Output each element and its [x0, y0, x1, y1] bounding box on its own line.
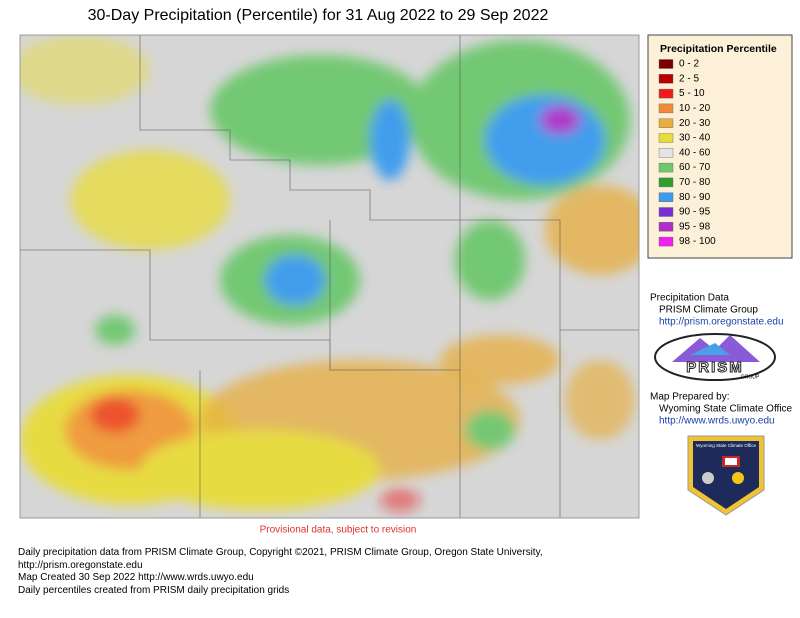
- legend-swatch: [658, 222, 674, 232]
- legend-swatch: [658, 207, 674, 217]
- legend-swatch: [658, 59, 674, 69]
- footer-line: Map Created 30 Sep 2022 http://www.wrds.…: [18, 572, 254, 583]
- logo-sub: GROUP: [741, 374, 760, 380]
- prism-logo: PRISM GROUP: [654, 333, 776, 381]
- legend-swatch: [658, 74, 674, 84]
- legend-label: 70 - 80: [679, 177, 711, 188]
- legend-swatch: [658, 192, 674, 202]
- legend-label: 95 - 98: [679, 221, 711, 232]
- legend-label: 0 - 2: [679, 59, 699, 70]
- legend-label: 10 - 20: [679, 103, 711, 114]
- legend-swatch: [658, 103, 674, 114]
- legend-swatch: [658, 118, 674, 128]
- legend-swatch: [658, 133, 674, 143]
- credit-source: PRISM Climate Group: [659, 305, 758, 316]
- prepared-label: Map Prepared by:: [650, 392, 730, 403]
- legend-label: 80 - 90: [679, 192, 711, 203]
- legend-swatch: [658, 162, 674, 173]
- legend-label: 2 - 5: [679, 73, 699, 84]
- credit-label: Precipitation Data: [650, 293, 729, 304]
- credit-url[interactable]: http://prism.oregonstate.edu: [659, 317, 784, 328]
- map-title: 30-Day Precipitation (Percentile) for 31…: [88, 7, 549, 24]
- legend-label: 20 - 30: [679, 118, 711, 129]
- legend-label: 30 - 40: [679, 133, 711, 144]
- logo-text: PRISM: [686, 359, 744, 376]
- footer-line: http://prism.oregonstate.edu: [18, 559, 143, 571]
- legend-label: 5 - 10: [679, 88, 705, 99]
- prepared-office: Wyoming State Climate Office: [659, 404, 793, 415]
- legend: Precipitation Percentile 0 - 2 2 - 5 5 - 1…: [647, 34, 793, 259]
- legend-label: 40 - 60: [679, 147, 711, 158]
- legend-label: 90 - 95: [679, 207, 711, 218]
- footer-line: Daily percentiles created from PRISM dai…: [18, 584, 290, 596]
- footer-line: Daily precipitation data from PRISM Clim…: [18, 547, 543, 558]
- legend-title: Precipitation Percentile: [660, 43, 777, 55]
- provisional-note: Provisional data, subject to revision: [260, 525, 417, 536]
- legend-swatch: [658, 88, 674, 99]
- office-badge: Wyoming State Climate Office: [687, 435, 765, 516]
- legend-swatch: [658, 148, 674, 158]
- legend-swatch: [658, 177, 674, 188]
- legend-label: 98 - 100: [679, 236, 716, 247]
- badge-text: Wyoming State Climate Office: [696, 443, 756, 448]
- legend-label: 60 - 70: [679, 162, 711, 173]
- prepared-url[interactable]: http://www.wrds.uwyo.edu: [659, 416, 775, 427]
- map-figure: 30-Day Precipitation (Percentile) for 31…: [19, 7, 793, 536]
- legend-swatch: [658, 236, 674, 247]
- map: [20, 35, 639, 518]
